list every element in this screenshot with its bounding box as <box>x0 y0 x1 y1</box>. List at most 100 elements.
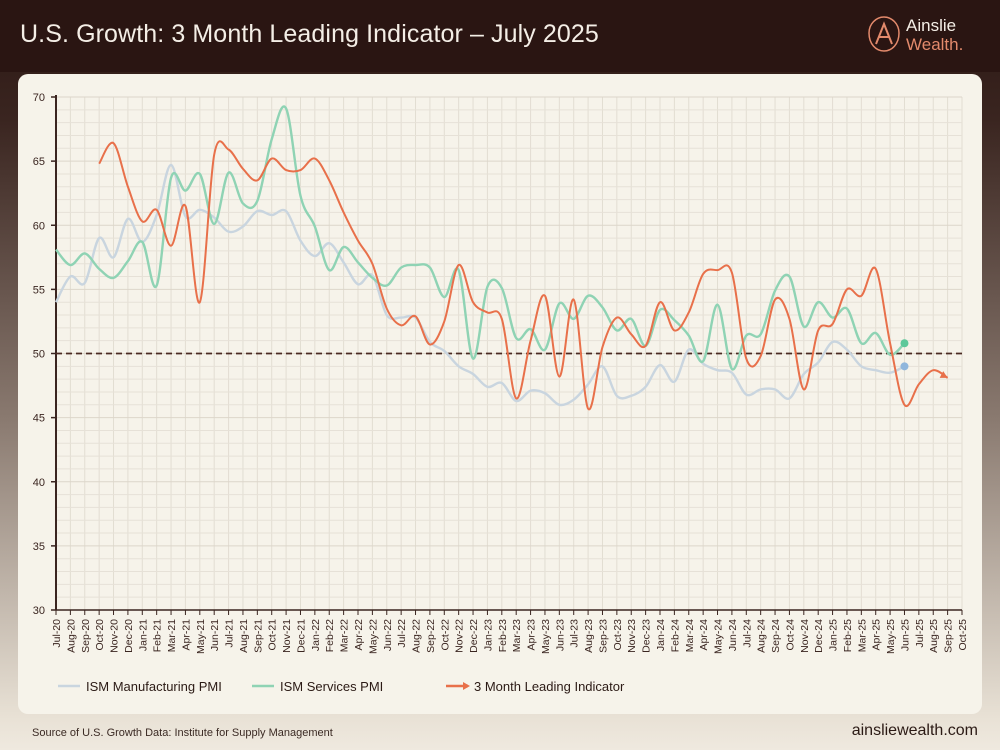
x-tick-label: Apr-21 <box>180 619 192 651</box>
data-point <box>586 293 591 298</box>
data-point <box>629 332 634 337</box>
series-manufacturing-pmi-line <box>54 163 906 407</box>
x-tick-label: Mar-24 <box>684 619 696 652</box>
data-point <box>499 380 504 385</box>
x-tick-label: Nov-22 <box>454 619 466 653</box>
x-tick-label: May-24 <box>713 619 725 654</box>
data-point <box>715 268 720 273</box>
data-point <box>240 166 245 171</box>
x-tick-label: Sep-25 <box>943 619 955 653</box>
x-tick-label: Jan-23 <box>482 619 494 651</box>
x-tick-label: Sep-24 <box>770 619 782 653</box>
data-point <box>356 260 361 265</box>
data-point <box>341 210 346 215</box>
data-point <box>844 347 849 352</box>
data-point <box>758 332 763 337</box>
x-tick-label: Oct-21 <box>267 619 279 651</box>
data-point <box>269 137 274 142</box>
x-tick-label: Sep-23 <box>597 619 609 653</box>
x-tick-label: May-21 <box>195 619 207 654</box>
data-point <box>197 207 202 212</box>
data-point <box>370 275 375 280</box>
x-tick-label: Jun-24 <box>727 619 739 651</box>
website-link[interactable]: ainsliewealth.com <box>851 722 978 739</box>
data-point <box>312 224 317 229</box>
data-point <box>859 364 864 369</box>
x-tick-label: Feb-25 <box>842 619 854 652</box>
data-point <box>341 260 346 265</box>
data-point <box>499 286 504 291</box>
data-point <box>82 251 87 256</box>
data-point <box>830 322 835 327</box>
data-point <box>125 216 130 221</box>
data-point <box>542 293 547 298</box>
data-point <box>801 387 806 392</box>
data-point <box>629 316 634 321</box>
data-point <box>140 239 145 244</box>
latest-point-marker <box>900 339 909 348</box>
data-point <box>125 259 130 264</box>
x-tick-label: Aug-21 <box>238 619 250 653</box>
data-point <box>298 238 303 243</box>
data-point <box>456 263 461 268</box>
data-point <box>111 255 116 260</box>
x-tick-label: Jun-21 <box>209 619 221 651</box>
y-tick-label: 55 <box>33 284 45 296</box>
x-tick-label: Mar-21 <box>166 619 178 652</box>
data-point <box>557 402 562 407</box>
data-point <box>485 384 490 389</box>
data-point <box>226 229 231 234</box>
data-point <box>816 300 821 305</box>
data-point <box>197 300 202 305</box>
data-point <box>729 270 734 275</box>
data-point <box>427 342 432 347</box>
source-note: Source of U.S. Growth Data: Institute fo… <box>32 727 333 739</box>
data-point <box>859 341 864 346</box>
data-point <box>787 396 792 401</box>
latest-point-marker <box>900 362 909 371</box>
x-tick-label: Jul-20 <box>51 619 63 648</box>
x-tick-label: Jan-22 <box>310 619 322 651</box>
y-tick-label: 65 <box>33 156 45 168</box>
data-point <box>183 188 188 193</box>
series-leading-indicator-line <box>98 140 949 411</box>
data-point <box>226 147 231 152</box>
page-title: U.S. Growth: 3 Month Leading Indicator –… <box>20 20 599 48</box>
x-tick-label: Sep-22 <box>425 619 437 653</box>
x-tick-label: Dec-20 <box>123 619 135 653</box>
x-tick-label: Dec-21 <box>295 619 307 653</box>
data-point <box>298 168 303 173</box>
x-tick-label: Feb-21 <box>152 619 164 652</box>
data-point <box>269 156 274 161</box>
data-point <box>327 268 332 273</box>
x-tick-label: Jul-22 <box>396 619 408 648</box>
data-point <box>528 388 533 393</box>
data-point <box>931 368 936 373</box>
data-point <box>399 265 404 270</box>
x-tick-label: Apr-24 <box>698 619 710 651</box>
data-point <box>370 261 375 266</box>
x-tick-label: May-22 <box>367 619 379 654</box>
x-tick-label: Mar-23 <box>511 619 523 652</box>
ainslie-wealth-logo: Ainslie Wealth. <box>866 14 986 58</box>
data-point <box>485 284 490 289</box>
x-tick-label: Oct-22 <box>439 619 451 651</box>
data-point <box>744 356 749 361</box>
data-point <box>68 274 73 279</box>
data-point <box>902 402 907 407</box>
data-point <box>154 207 159 212</box>
x-tick-label: Dec-24 <box>813 619 825 653</box>
x-tick-label: Oct-23 <box>612 619 624 651</box>
data-point <box>801 372 806 377</box>
data-point <box>140 219 145 224</box>
x-tick-label: Feb-24 <box>669 619 681 652</box>
data-point <box>97 161 102 166</box>
data-point <box>183 204 188 209</box>
y-tick-label: 60 <box>33 220 45 232</box>
data-point <box>471 300 476 305</box>
x-tick-label: Jun-23 <box>554 619 566 651</box>
data-point <box>773 288 778 293</box>
data-point <box>658 363 663 368</box>
data-point <box>97 266 102 271</box>
